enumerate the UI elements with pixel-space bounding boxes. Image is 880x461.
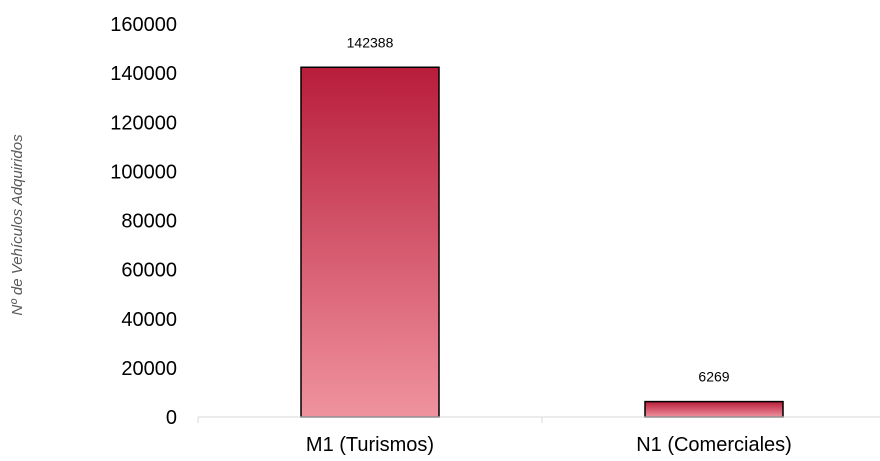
bar: [300, 66, 440, 418]
y-tick-label: 40000: [121, 309, 177, 331]
y-tick-label: 120000: [110, 112, 177, 134]
data-label: 6269: [698, 369, 729, 385]
x-axis: [197, 416, 880, 423]
bar: [644, 400, 784, 418]
y-tick-label: 160000: [110, 14, 177, 36]
y-tick-label: 0: [166, 407, 177, 429]
y-tick-label: 140000: [110, 63, 177, 85]
category-label: N1 (Comerciales): [636, 434, 792, 456]
y-tick-label: 20000: [121, 358, 177, 380]
y-tick-label: 100000: [110, 161, 177, 183]
data-labels: 142388 6269: [347, 34, 730, 384]
category-label: M1 (Turismos): [306, 434, 434, 456]
y-axis-label: Nº de Vehículos Adquiridos: [9, 134, 26, 316]
y-axis-ticks: 0 20000 40000 60000 80000 100000 120000 140000 1…: [110, 14, 177, 429]
y-tick-label: 60000: [121, 260, 177, 282]
category-labels: M1 (Turismos) N1 (Comerciales): [306, 434, 792, 456]
data-label: 142388: [347, 34, 394, 50]
bars: [300, 66, 784, 418]
y-tick-label: 80000: [121, 211, 177, 233]
